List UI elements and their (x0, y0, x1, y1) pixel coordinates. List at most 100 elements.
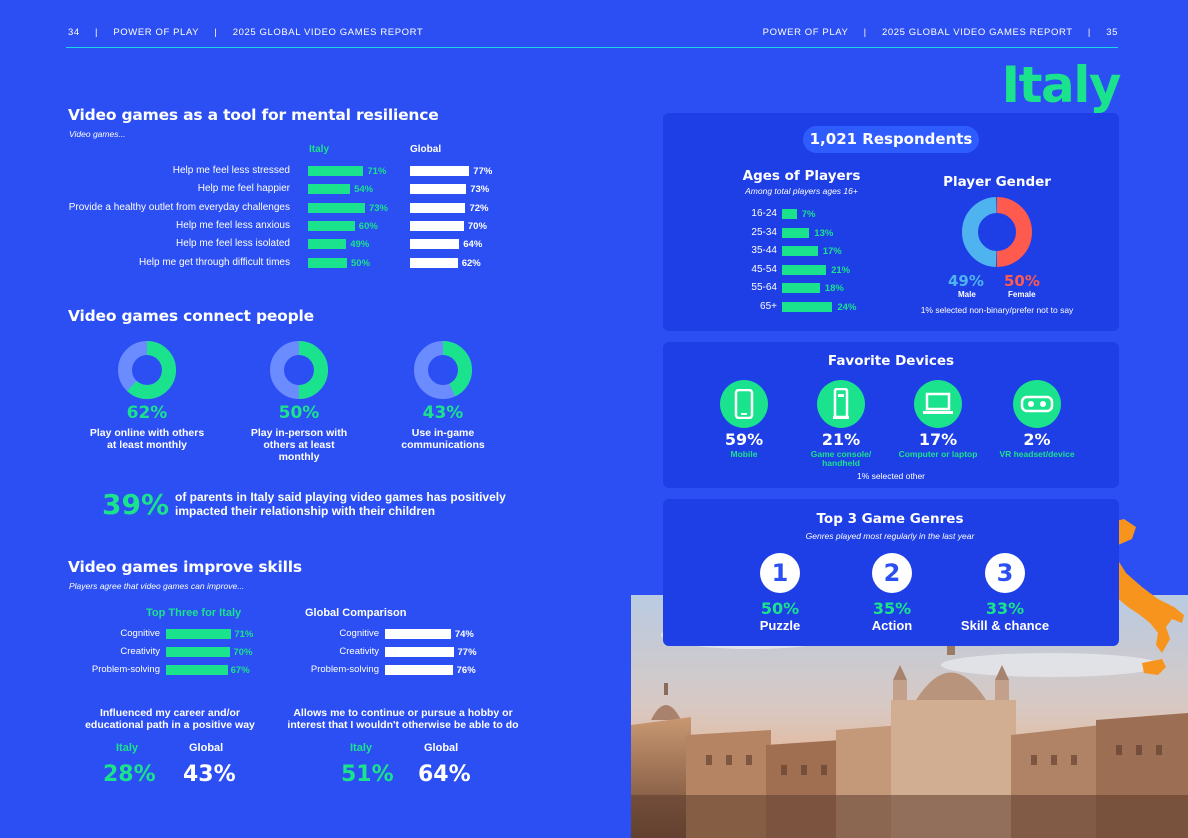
hobby-italy-value: 51% (341, 762, 394, 787)
device-label: Mobile (694, 450, 794, 459)
resilience-italy-bar (308, 239, 347, 250)
hobby-caption: Allows me to continue or pursue a hobby … (278, 707, 528, 731)
connect-caption-line: Play in-person with (250, 427, 348, 439)
resilience-title: Video games as a tool for mental resilie… (68, 106, 439, 124)
resilience-italy-bar (308, 184, 351, 195)
connect-caption: Play online with others at least monthly (77, 427, 217, 451)
resilience-global-value: 62% (461, 257, 481, 269)
age-value: 17% (822, 246, 842, 257)
resilience-global-value: 64% (463, 239, 483, 251)
age-label: 65+ (760, 300, 777, 312)
skills-global-header: Global Comparison (305, 607, 407, 619)
header-brand: POWER OF PLAY (762, 27, 849, 38)
device-label: VR headset/device (987, 450, 1087, 459)
ages-subtitle: Among total players ages 16+ (745, 186, 858, 196)
header-report: 2025 GLOBAL VIDEO GAMES REPORT (881, 27, 1073, 38)
age-bar (782, 227, 810, 238)
hobby-global-value: 64% (418, 762, 471, 787)
header-separator: | (863, 27, 867, 38)
resilience-subtitle: Video games... (69, 129, 126, 139)
career-global-label: Global (189, 742, 224, 754)
resilience-row-label: Help me feel less isolated (176, 238, 290, 250)
resilience-italy-bar (308, 257, 347, 268)
connect-title: Video games connect people (68, 307, 314, 325)
page-number-left: 34 (68, 27, 80, 38)
header-left: 34 | POWER OF PLAY | 2025 GLOBAL VIDEO G… (68, 27, 423, 38)
skills-italy-bar (166, 629, 232, 639)
resilience-global-value: 73% (470, 184, 490, 196)
connect-caption-line: Play online with others (89, 427, 205, 439)
connect-caption-line: Use in-game (411, 427, 475, 439)
country-title: Italy (1001, 56, 1122, 114)
skills-italy-label: Cognitive (120, 628, 160, 639)
age-bar (782, 283, 820, 293)
donut-value-arc (270, 341, 328, 399)
connect-caption: Use in-game communications (373, 427, 513, 451)
genre-pct: 35% (872, 599, 912, 618)
gender-note: 1% selected non-binary/prefer not to say (920, 305, 1074, 315)
career-italy-value: 28% (103, 762, 156, 787)
age-bar (782, 246, 818, 256)
gender-female-pct: 50% (1004, 272, 1040, 290)
device-label-line: handheld (822, 458, 860, 468)
age-label: 35-44 (751, 245, 777, 256)
parents-pct: 39% (102, 488, 170, 521)
genre-rank-badge: 3 (985, 553, 1025, 593)
resilience-italy-value: 50% (351, 257, 371, 269)
skills-italy-bar (166, 647, 231, 657)
skills-italy-value: 67% (230, 665, 250, 676)
genre-rank-badge: 1 (760, 553, 800, 593)
console-icon (817, 380, 865, 428)
skills-global-bar (385, 647, 454, 657)
skills-global-value: 74% (454, 629, 474, 640)
device-label-line: Game console/ (810, 449, 872, 459)
gender-female-label: Female (1008, 290, 1036, 299)
devices-title: Favorite Devices (827, 353, 955, 369)
hobby-line-2: interest that I wouldn't otherwise be ab… (287, 719, 519, 731)
age-bar (782, 209, 797, 219)
skills-global-value: 76% (456, 665, 476, 676)
parents-line-1: of parents in Italy said playing video g… (175, 490, 506, 504)
header-separator: | (214, 27, 218, 38)
device-pct: 21% (821, 430, 861, 449)
respondents-badge: 1,021 Respondents (803, 126, 979, 153)
skills-italy-header: Top Three for Italy (146, 607, 242, 619)
age-bar (782, 301, 833, 312)
resilience-global-value: 77% (473, 166, 493, 177)
header-separator: | (95, 27, 99, 38)
device-pct: 2% (1023, 430, 1051, 449)
skills-italy-value: 71% (234, 629, 254, 640)
genre-label: Action (871, 618, 913, 633)
age-label: 45-54 (751, 263, 777, 275)
hobby-global-label: Global (424, 742, 459, 754)
resilience-global-value: 70% (467, 220, 487, 232)
gender-male-pct: 49% (948, 272, 984, 290)
connect-pct: 50% (278, 403, 320, 423)
age-value: 21% (831, 264, 851, 276)
resilience-italy-bar (308, 220, 355, 231)
ages-title: Ages of Players (742, 168, 861, 184)
header-right: POWER OF PLAY | 2025 GLOBAL VIDEO GAMES … (763, 27, 1118, 38)
skills-global-label: Cognitive (339, 628, 379, 639)
device-label: Computer or laptop (888, 450, 988, 459)
connect-caption: Play in-person with others at least monthl… (229, 427, 369, 463)
resilience-global-value: 72% (469, 202, 489, 214)
resilience-italy-value: 60% (358, 220, 378, 232)
resilience-row-label: Help me feel happier (197, 183, 290, 195)
genre-pct: 50% (760, 599, 800, 618)
gender-female-arc (962, 197, 1032, 267)
genres-subtitle: Genres played most regularly in the last… (805, 531, 975, 541)
connect-pct: 62% (126, 403, 168, 423)
connect-pct: 43% (422, 403, 464, 423)
connect-donut (118, 341, 176, 399)
resilience-italy-value: 54% (354, 184, 374, 196)
resilience-italy-bar (308, 166, 364, 176)
mobile-icon (720, 380, 768, 428)
resilience-col-italy: Italy (309, 144, 330, 155)
skills-global-label: Problem-solving (310, 664, 379, 675)
skills-italy-bar (166, 665, 228, 675)
device-label-line: Mobile (730, 449, 758, 459)
parents-line-2: impacted their relationship with their c… (175, 504, 436, 518)
age-value: 18% (824, 283, 844, 294)
resilience-global-bar (410, 220, 464, 231)
